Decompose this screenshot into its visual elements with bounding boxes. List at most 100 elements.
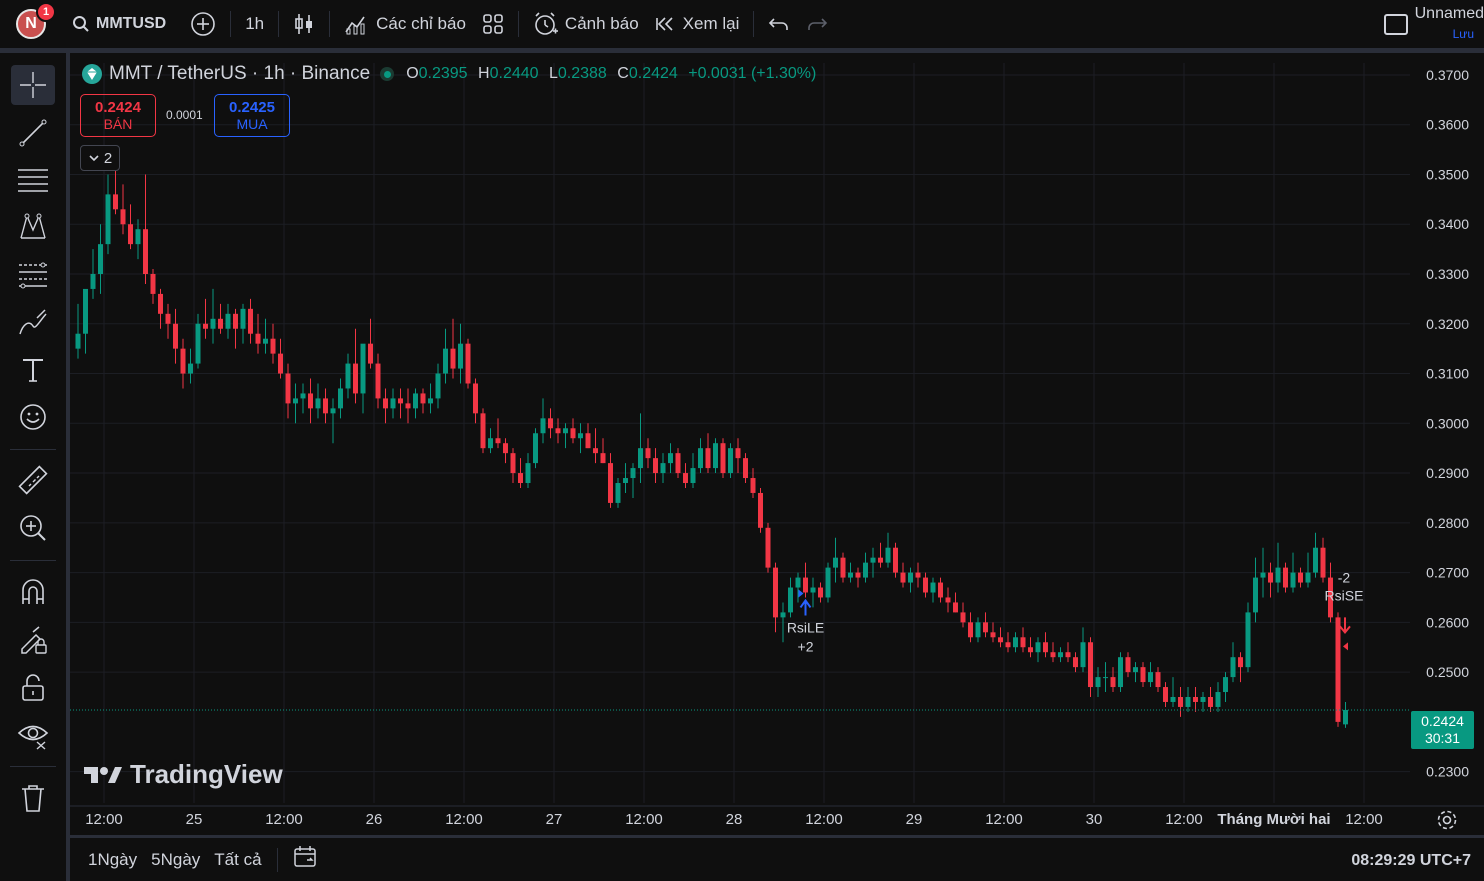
candle-body[interactable]	[600, 453, 606, 464]
candle-body[interactable]	[548, 418, 553, 429]
goto-date-button[interactable]	[286, 845, 326, 874]
candle-body[interactable]	[803, 577, 808, 593]
redo-button[interactable]	[798, 6, 836, 42]
candle-body[interactable]	[1170, 697, 1176, 702]
candle-body[interactable]	[240, 308, 246, 329]
candle-body[interactable]	[878, 557, 883, 563]
candle-body[interactable]	[150, 274, 156, 294]
candle-body[interactable]	[525, 463, 531, 484]
emoji-tool[interactable]	[11, 397, 55, 437]
symbol-title[interactable]: MMT / TetherUS · 1h · Binance	[109, 63, 371, 84]
candle-body[interactable]	[1020, 637, 1026, 648]
candle-body[interactable]	[413, 393, 418, 409]
candle-body[interactable]	[810, 587, 816, 593]
candle-body[interactable]	[113, 194, 118, 210]
candle-body[interactable]	[1260, 572, 1266, 578]
candle-body[interactable]	[405, 403, 411, 409]
candle-body[interactable]	[323, 398, 328, 414]
candle-body[interactable]	[758, 492, 763, 528]
candle-body[interactable]	[968, 622, 973, 638]
layout-name[interactable]: Unnamed	[1414, 5, 1484, 22]
candle-body[interactable]	[930, 582, 936, 593]
candle-body[interactable]	[788, 587, 793, 613]
candle-body[interactable]	[743, 458, 748, 479]
candle-body[interactable]	[1178, 697, 1183, 707]
candle-body[interactable]	[608, 463, 613, 503]
replay-button[interactable]: Xem lại	[647, 6, 748, 42]
candle-body[interactable]	[990, 632, 996, 638]
candle-body[interactable]	[1125, 657, 1131, 673]
candle-body[interactable]	[1133, 667, 1138, 673]
candle-body[interactable]	[1230, 657, 1236, 678]
candle-body[interactable]	[263, 338, 268, 344]
trend-line-tool[interactable]	[11, 113, 55, 153]
candle-body[interactable]	[518, 473, 523, 484]
candle-body[interactable]	[1215, 692, 1221, 707]
candle-body[interactable]	[900, 572, 906, 583]
candle-body[interactable]	[398, 398, 403, 404]
candle-body[interactable]	[330, 408, 336, 414]
save-label[interactable]: Lưu	[1452, 27, 1474, 41]
candle-body[interactable]	[1043, 642, 1048, 653]
brush-tool[interactable]	[11, 303, 55, 343]
candle-body[interactable]	[795, 577, 801, 588]
buy-button[interactable]: 0.2425 MUA	[214, 94, 290, 137]
candle-body[interactable]	[278, 353, 283, 374]
user-avatar[interactable]: N 1	[16, 2, 56, 39]
range-5d-button[interactable]: 5Ngày	[151, 849, 201, 869]
candle-body[interactable]	[1013, 637, 1018, 648]
visibility-tool[interactable]	[11, 715, 55, 755]
candle-body[interactable]	[660, 463, 666, 474]
candle-body[interactable]	[135, 229, 141, 245]
candle-body[interactable]	[443, 348, 448, 374]
candle-body[interactable]	[998, 637, 1003, 643]
candle-body[interactable]	[555, 428, 561, 434]
candle-body[interactable]	[165, 313, 171, 324]
candle-body[interactable]	[188, 363, 193, 374]
candle-body[interactable]	[1208, 697, 1213, 707]
candle-body[interactable]	[75, 333, 81, 349]
candle-body[interactable]	[1298, 572, 1303, 583]
candle-body[interactable]	[653, 458, 658, 474]
candle-body[interactable]	[435, 373, 441, 399]
candle-body[interactable]	[938, 582, 943, 598]
candle-body[interactable]	[158, 293, 163, 314]
candle-body[interactable]	[473, 383, 478, 414]
candle-body[interactable]	[368, 343, 373, 364]
candle-body[interactable]	[1088, 642, 1093, 688]
candle-body[interactable]	[495, 438, 501, 444]
candle-body[interactable]	[870, 557, 876, 563]
candle-body[interactable]	[210, 318, 216, 329]
candle-body[interactable]	[383, 398, 388, 409]
candle-body[interactable]	[1065, 652, 1071, 658]
candle-body[interactable]	[675, 453, 681, 474]
candle-body[interactable]	[690, 468, 696, 484]
horizontal-lines-tool[interactable]	[11, 160, 55, 200]
candle-body[interactable]	[1268, 572, 1273, 583]
candle-body[interactable]	[120, 209, 126, 225]
candle-body[interactable]	[1005, 642, 1011, 648]
candle-body[interactable]	[840, 557, 846, 578]
candle-body[interactable]	[975, 622, 981, 638]
fib-tool[interactable]	[11, 255, 55, 295]
candle-body[interactable]	[180, 348, 186, 374]
candle-body[interactable]	[915, 572, 921, 578]
candle-body[interactable]	[1290, 572, 1296, 588]
candle-body[interactable]	[90, 274, 96, 289]
candle-body[interactable]	[225, 313, 231, 329]
candle-body[interactable]	[1103, 677, 1108, 679]
candle-body[interactable]	[1313, 547, 1318, 573]
candle-body[interactable]	[563, 428, 568, 434]
candle-body[interactable]	[720, 443, 726, 474]
market-status-icon[interactable]	[380, 67, 395, 81]
candle-body[interactable]	[465, 343, 471, 384]
candle-body[interactable]	[1328, 577, 1333, 618]
candle-body[interactable]	[593, 448, 598, 454]
candle-body[interactable]	[270, 338, 276, 354]
candle-body[interactable]	[540, 418, 546, 434]
candle-body[interactable]	[1185, 697, 1191, 707]
clock[interactable]: 08:29:29 UTC+7	[1351, 852, 1471, 869]
remove-drawings-tool[interactable]	[11, 778, 55, 818]
candle-body[interactable]	[623, 478, 628, 484]
candle-body[interactable]	[1193, 697, 1198, 702]
